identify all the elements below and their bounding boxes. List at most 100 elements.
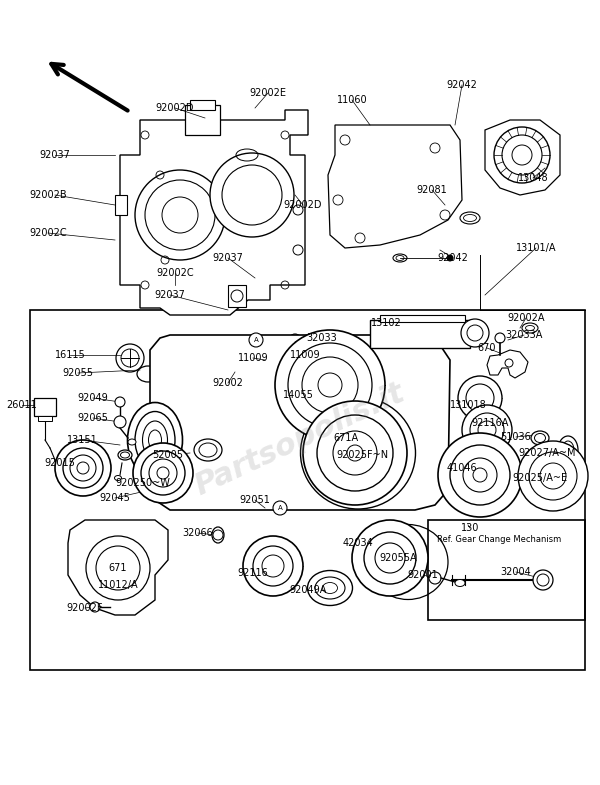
Text: A: A <box>278 505 283 511</box>
Circle shape <box>141 451 185 495</box>
Bar <box>185 105 220 135</box>
Text: 92065: 92065 <box>77 413 109 423</box>
Circle shape <box>518 441 588 511</box>
Text: 92025/A~E: 92025/A~E <box>512 473 568 483</box>
Text: 92002B: 92002B <box>29 190 67 200</box>
Text: 671: 671 <box>109 563 127 573</box>
Circle shape <box>135 170 225 260</box>
Text: 920250~W: 920250~W <box>116 478 170 488</box>
Circle shape <box>253 546 293 586</box>
Bar <box>38 416 52 421</box>
Circle shape <box>466 384 494 412</box>
Circle shape <box>288 343 372 427</box>
Text: 92025F~N: 92025F~N <box>336 450 388 460</box>
Text: 92015: 92015 <box>44 458 76 468</box>
Circle shape <box>494 127 550 183</box>
Text: 52005: 52005 <box>152 450 184 460</box>
Ellipse shape <box>558 436 578 464</box>
Text: 92049A: 92049A <box>289 585 326 595</box>
Text: 92055A: 92055A <box>379 553 417 563</box>
Circle shape <box>461 319 489 347</box>
Polygon shape <box>485 120 560 195</box>
Text: 92081: 92081 <box>416 185 448 195</box>
Circle shape <box>462 405 512 455</box>
Circle shape <box>495 333 505 343</box>
Text: Partsopolis.it: Partsopolis.it <box>190 378 410 502</box>
Ellipse shape <box>240 370 256 380</box>
Bar <box>370 320 470 348</box>
Text: 92002F: 92002F <box>67 603 103 613</box>
Text: 92002D: 92002D <box>156 103 194 113</box>
Circle shape <box>55 440 111 496</box>
Circle shape <box>86 536 150 600</box>
Text: Ref. Gear Change Mechanism: Ref. Gear Change Mechanism <box>437 535 561 545</box>
Circle shape <box>529 452 577 500</box>
Ellipse shape <box>212 527 224 543</box>
Ellipse shape <box>455 579 465 586</box>
Bar <box>30 310 585 670</box>
Text: 42034: 42034 <box>343 538 373 548</box>
Circle shape <box>438 433 522 517</box>
Text: 92002: 92002 <box>212 378 244 388</box>
Ellipse shape <box>522 323 538 333</box>
Text: 92027/A~M: 92027/A~M <box>518 448 576 458</box>
Text: 32004: 32004 <box>500 567 532 577</box>
Circle shape <box>275 330 385 440</box>
Text: 130: 130 <box>461 523 479 533</box>
Text: 11012/A: 11012/A <box>98 580 139 590</box>
Text: 51036: 51036 <box>500 432 532 442</box>
Circle shape <box>533 570 553 590</box>
Text: 92002C: 92002C <box>29 228 67 238</box>
Ellipse shape <box>194 439 222 461</box>
Text: 13102: 13102 <box>371 318 401 328</box>
Polygon shape <box>68 520 168 615</box>
Text: 32033: 32033 <box>307 333 337 343</box>
Circle shape <box>303 401 407 505</box>
Bar <box>380 315 465 322</box>
Circle shape <box>63 448 103 488</box>
Ellipse shape <box>308 571 353 605</box>
Ellipse shape <box>128 403 182 477</box>
Circle shape <box>289 334 301 346</box>
Text: 32033A: 32033A <box>505 330 542 340</box>
Ellipse shape <box>393 254 407 262</box>
Bar <box>428 520 585 620</box>
Text: 92001: 92001 <box>407 570 439 580</box>
Text: 16115: 16115 <box>55 350 85 360</box>
Text: 92002E: 92002E <box>250 88 287 98</box>
Circle shape <box>285 355 295 365</box>
Text: 11060: 11060 <box>337 95 367 105</box>
Circle shape <box>114 416 126 428</box>
Text: 32066: 32066 <box>182 528 214 538</box>
Text: 13151: 13151 <box>67 435 97 445</box>
Ellipse shape <box>56 473 64 477</box>
Text: 13048: 13048 <box>518 173 548 183</box>
Text: 92037: 92037 <box>40 150 70 160</box>
Bar <box>190 100 215 110</box>
Text: 26011: 26011 <box>7 400 37 410</box>
Circle shape <box>263 350 273 360</box>
Text: 670: 670 <box>478 343 496 353</box>
Bar <box>34 398 56 416</box>
Text: 92055: 92055 <box>62 368 94 378</box>
Bar <box>228 285 246 307</box>
Text: 92116: 92116 <box>238 568 268 578</box>
Text: 92002C: 92002C <box>156 268 194 278</box>
Text: 92042: 92042 <box>437 253 469 263</box>
Text: 92002A: 92002A <box>507 313 545 323</box>
Circle shape <box>450 445 510 505</box>
Circle shape <box>364 532 416 584</box>
Text: 92051: 92051 <box>239 495 271 505</box>
Text: 11009: 11009 <box>238 353 268 363</box>
Text: A: A <box>254 337 259 343</box>
Circle shape <box>429 572 441 584</box>
Circle shape <box>447 255 453 261</box>
Bar <box>115 195 127 215</box>
Text: 92042: 92042 <box>446 80 478 90</box>
Text: 671A: 671A <box>334 433 359 443</box>
Polygon shape <box>120 110 308 315</box>
Ellipse shape <box>135 411 175 469</box>
Circle shape <box>116 344 144 372</box>
Ellipse shape <box>118 450 132 460</box>
Text: 92002D: 92002D <box>284 200 322 210</box>
